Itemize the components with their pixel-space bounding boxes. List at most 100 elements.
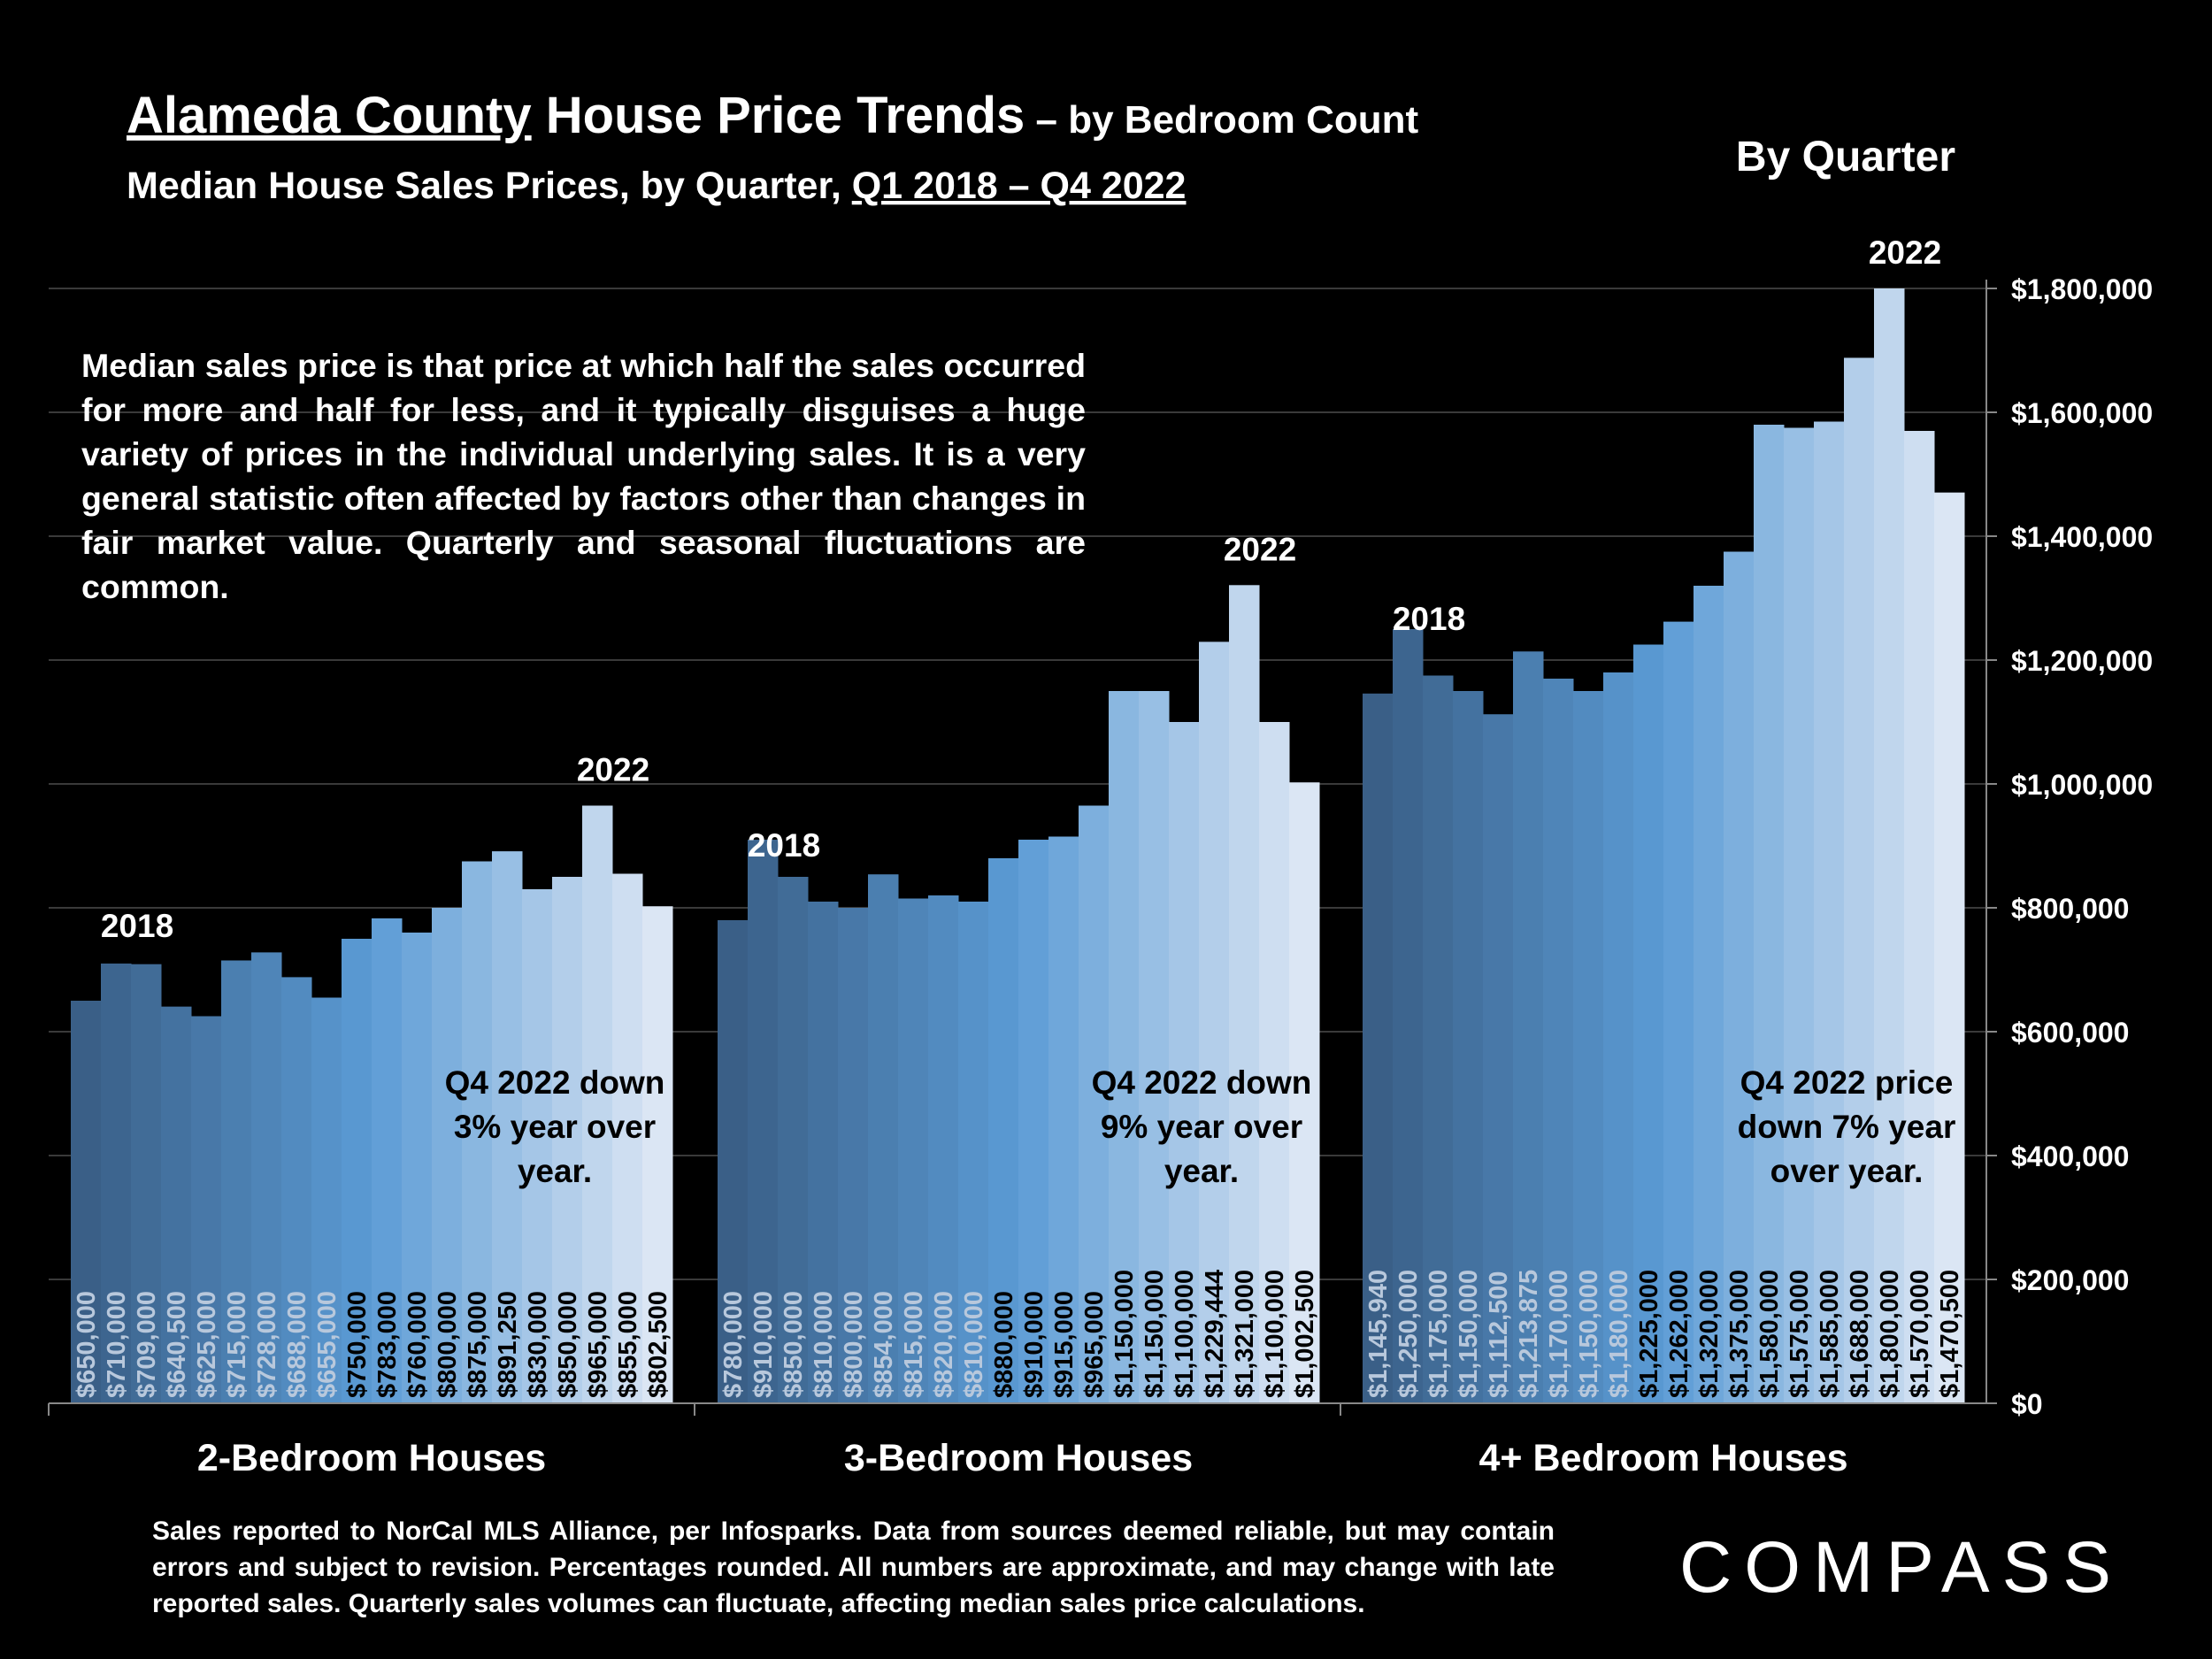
bar (778, 877, 809, 1403)
bar-value-label: $688,000 (283, 1291, 311, 1398)
bar-value-label: $855,000 (614, 1291, 642, 1398)
y-tick-label: $400,000 (2011, 1141, 2129, 1172)
bar-value-label: $1,580,000 (1755, 1270, 1784, 1398)
bar (1423, 675, 1454, 1403)
bar-value-label: $915,000 (1050, 1291, 1079, 1398)
bar-value-label: $1,175,000 (1425, 1270, 1453, 1398)
bar-value-label: $750,000 (343, 1291, 372, 1398)
by-quarter-label: By Quarter (1735, 134, 1955, 180)
bar (71, 1001, 102, 1403)
bar (1363, 693, 1394, 1403)
bar-value-label: $1,375,000 (1725, 1270, 1754, 1398)
bar-value-label: $850,000 (554, 1291, 582, 1398)
y-tick-label: $800,000 (2011, 893, 2129, 925)
bar (1109, 691, 1140, 1403)
bar-value-label: $655,000 (313, 1291, 342, 1398)
bar-value-label: $880,000 (990, 1291, 1018, 1398)
bar-value-label: $709,000 (133, 1291, 161, 1398)
bar-value-label: $1,262,000 (1665, 1270, 1694, 1398)
bar-value-label: $875,000 (464, 1291, 492, 1398)
bar (492, 851, 523, 1403)
bar (372, 918, 403, 1403)
bar (1543, 679, 1574, 1403)
bar (402, 933, 433, 1403)
bar (1199, 641, 1230, 1403)
bar-value-label: $625,000 (193, 1291, 221, 1398)
bar (1694, 586, 1724, 1403)
group-note-line: over year. (1770, 1153, 1924, 1189)
bar (1169, 722, 1200, 1403)
bar-value-label: $1,170,000 (1545, 1270, 1573, 1398)
chart-title: Alameda County House Price Trends – by B… (127, 87, 1419, 144)
y-tick-label: $1,400,000 (2011, 521, 2153, 553)
bar (1784, 427, 1815, 1403)
group-label: 2-Bedroom Houses (197, 1437, 546, 1479)
group-note-line: Q4 2022 price (1740, 1064, 1954, 1101)
bar (718, 920, 749, 1403)
y-tick-label: $1,600,000 (2011, 397, 2153, 429)
bar (1048, 836, 1079, 1403)
bar (838, 908, 869, 1403)
bar (1393, 629, 1424, 1403)
bar (1289, 782, 1320, 1403)
bar (1573, 691, 1604, 1403)
bar-value-label: $650,000 (73, 1291, 101, 1398)
bar-value-label: $1,320,000 (1695, 1270, 1724, 1398)
bar-value-label: $1,321,000 (1231, 1270, 1259, 1398)
bar-value-label: $800,000 (434, 1291, 462, 1398)
bar (1139, 691, 1170, 1403)
bar-groups (71, 288, 1965, 1403)
bar (1904, 431, 1935, 1403)
chart-subtitle: Median House Sales Prices, by Quarter, Q… (127, 165, 1186, 207)
bar-value-label: $1,688,000 (1846, 1270, 1874, 1398)
group-note-line: year. (1164, 1153, 1239, 1189)
bar (221, 960, 252, 1403)
bar (1874, 288, 1905, 1403)
year-start-label: 2018 (1393, 601, 1465, 637)
bar (432, 908, 463, 1403)
bar-value-label: $820,000 (930, 1291, 958, 1398)
chart-text: $650,000 $710,000 $709,000 $640,500 $625,000… (73, 234, 1964, 1479)
year-end-label: 2022 (1869, 234, 1941, 271)
bar-value-label: $1,470,500 (1936, 1270, 1964, 1398)
bar-value-label: $1,112,500 (1485, 1271, 1513, 1398)
bar (988, 858, 1019, 1403)
title-main: House Price Trends (532, 87, 1025, 144)
bar-value-label: $815,000 (900, 1291, 928, 1398)
bar-group (718, 585, 1320, 1403)
bar-value-label: $1,585,000 (1816, 1270, 1844, 1398)
bar-value-label: $830,000 (524, 1291, 552, 1398)
footer-disclaimer: Sales reported to NorCal MLS Alliance, p… (152, 1517, 1555, 1618)
bar (1259, 722, 1290, 1403)
bar (928, 895, 959, 1403)
bar-value-label: $1,225,000 (1635, 1270, 1663, 1398)
compass-logo: COMPASS (1679, 1527, 2124, 1608)
group-note-line: down 7% year (1738, 1109, 1956, 1145)
bar-value-label: $1,002,500 (1291, 1270, 1319, 1398)
bar (582, 805, 613, 1403)
group-label: 4+ Bedroom Houses (1479, 1437, 1848, 1479)
bar-value-label: $1,100,000 (1171, 1270, 1199, 1398)
bar-value-label: $1,229,444 (1201, 1270, 1229, 1398)
bar (251, 952, 282, 1403)
bar-value-label: $1,145,940 (1364, 1270, 1393, 1398)
bar (1079, 805, 1110, 1403)
year-end-label: 2022 (577, 752, 649, 788)
bar (1633, 644, 1664, 1403)
bar (868, 874, 899, 1403)
group-note-line: Q4 2022 down (445, 1064, 665, 1101)
bar-value-label: $854,000 (870, 1291, 898, 1398)
y-tick-label: $600,000 (2011, 1017, 2129, 1048)
bar (1663, 621, 1694, 1403)
bar-value-label: $965,000 (584, 1291, 612, 1398)
y-tick-label: $0 (2011, 1388, 2043, 1420)
bar (748, 840, 779, 1403)
subtitle-range: Q1 2018 – Q4 2022 (852, 165, 1187, 207)
bar (1724, 551, 1755, 1403)
bar (161, 1006, 192, 1403)
group-label: 3-Bedroom Houses (844, 1437, 1193, 1479)
bar-value-label: $1,100,000 (1261, 1270, 1289, 1398)
bar (1844, 357, 1875, 1403)
bar-value-label: $1,800,000 (1876, 1270, 1904, 1398)
